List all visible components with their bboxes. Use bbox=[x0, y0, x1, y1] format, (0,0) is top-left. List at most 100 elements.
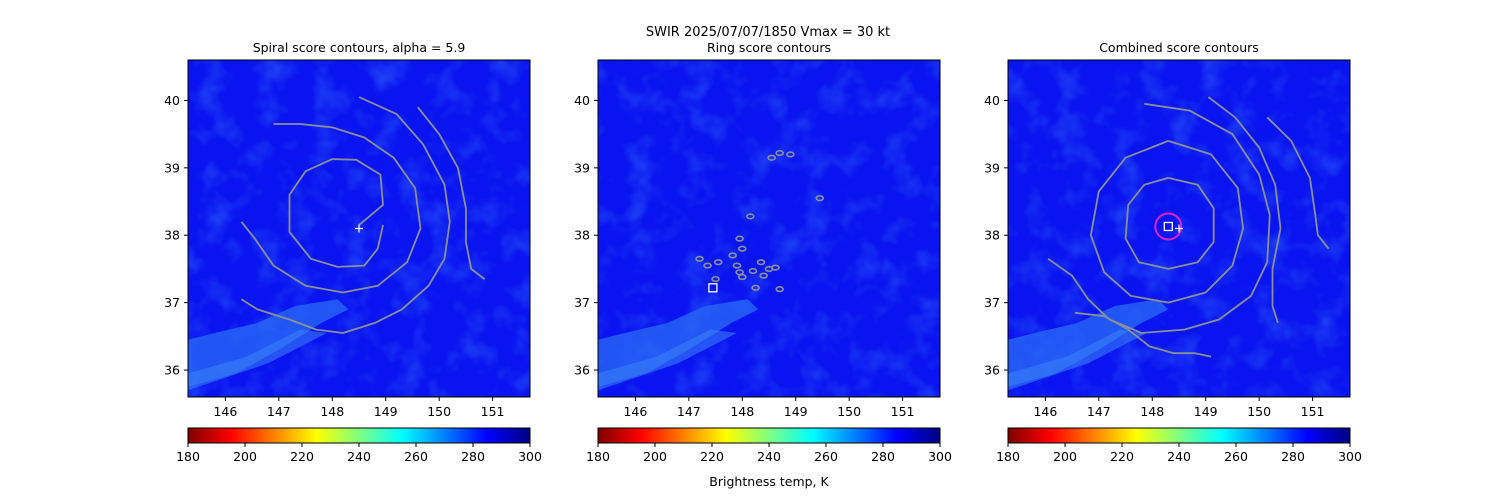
panel-title: Combined score contours bbox=[1099, 40, 1259, 55]
contour-blob bbox=[815, 195, 825, 202]
contour-line bbox=[417, 106, 486, 280]
colorbar-tick-label: 200 bbox=[643, 449, 667, 464]
x-tick-label: 146 bbox=[623, 404, 647, 419]
square-marker bbox=[708, 283, 718, 293]
contour-blob bbox=[711, 275, 720, 283]
contour-line bbox=[1207, 96, 1282, 324]
x-tick-label: 150 bbox=[1247, 404, 1271, 419]
y-tick-label: 38 bbox=[164, 228, 180, 243]
x-tick-label: 147 bbox=[677, 404, 701, 419]
axes-frame bbox=[597, 59, 941, 398]
colorbar-tick-label: 260 bbox=[404, 449, 428, 464]
contour-blob bbox=[767, 154, 776, 161]
contour-blob bbox=[713, 259, 723, 266]
panel-title: Spiral score contours, alpha = 5.9 bbox=[253, 40, 466, 55]
contour-blob bbox=[745, 213, 755, 220]
contour-line bbox=[288, 158, 384, 268]
y-tick-label: 39 bbox=[984, 160, 1000, 175]
x-tick-label: 150 bbox=[837, 404, 861, 419]
center-circle-marker bbox=[1154, 212, 1183, 241]
colorbar-tick-label: 220 bbox=[700, 449, 724, 464]
contour-blob bbox=[732, 262, 742, 269]
contour-blob bbox=[756, 259, 766, 266]
satellite-image bbox=[598, 60, 940, 397]
x-tick-label: 147 bbox=[267, 404, 291, 419]
contour-blob bbox=[759, 272, 768, 279]
contour-line bbox=[1124, 177, 1215, 270]
x-tick-label: 149 bbox=[784, 404, 808, 419]
contour-blob bbox=[751, 284, 760, 291]
contour-blob bbox=[775, 149, 784, 157]
contour-blob bbox=[771, 264, 780, 271]
panel-2: Ring score contours 146 147 148 149 150 151 36 3… bbox=[574, 40, 952, 489]
center-plus-marker bbox=[355, 224, 363, 233]
colorbar-tick-label: 220 bbox=[290, 449, 314, 464]
y-tick-label: 37 bbox=[164, 295, 180, 310]
y-tick-label: 38 bbox=[574, 228, 590, 243]
contour-blob bbox=[728, 252, 737, 259]
panel-3: Combined score contours 146 147 148 149 150 15… bbox=[984, 40, 1362, 464]
contour-blob bbox=[737, 273, 747, 281]
y-tick-label: 39 bbox=[164, 160, 180, 175]
colorbar-tick-label: 240 bbox=[757, 449, 781, 464]
colorbar-tick-label: 220 bbox=[1110, 449, 1134, 464]
contour-blob bbox=[737, 245, 747, 252]
colorbar-tick-label: 240 bbox=[347, 449, 371, 464]
x-tick-label: 146 bbox=[213, 404, 237, 419]
y-tick-label: 40 bbox=[574, 93, 590, 108]
colorbar-tick-label: 260 bbox=[1224, 449, 1248, 464]
y-tick-label: 40 bbox=[164, 93, 180, 108]
colorbar-tick-label: 200 bbox=[1053, 449, 1077, 464]
contour-blob bbox=[695, 255, 704, 262]
x-tick-label: 147 bbox=[1087, 404, 1111, 419]
x-tick-label: 151 bbox=[891, 404, 915, 419]
y-tick-label: 36 bbox=[984, 363, 1000, 378]
colorbar-tick-label: 200 bbox=[233, 449, 257, 464]
y-tick-label: 37 bbox=[574, 295, 590, 310]
cloud-band-bright bbox=[188, 329, 327, 391]
colorbar-tick-label: 280 bbox=[871, 449, 895, 464]
colorbar-tick-label: 300 bbox=[1338, 449, 1362, 464]
x-tick-label: 151 bbox=[1301, 404, 1325, 419]
contour-line bbox=[1089, 140, 1244, 304]
colorbar-tick-label: 300 bbox=[518, 449, 542, 464]
colorbar-tick-label: 180 bbox=[586, 449, 610, 464]
x-tick-label: 148 bbox=[730, 404, 754, 419]
x-tick-label: 149 bbox=[1194, 404, 1218, 419]
x-tick-label: 146 bbox=[1033, 404, 1057, 419]
contour-blob bbox=[735, 235, 744, 242]
contour-line bbox=[240, 123, 422, 294]
contour-blob bbox=[748, 267, 758, 275]
square-marker bbox=[1163, 221, 1173, 232]
panel-title: Ring score contours bbox=[707, 40, 831, 55]
x-tick-label: 150 bbox=[427, 404, 451, 419]
colorbar-tick-label: 240 bbox=[1167, 449, 1191, 464]
y-tick-label: 38 bbox=[984, 228, 1000, 243]
center-plus-marker bbox=[1175, 224, 1183, 233]
contour-line bbox=[240, 96, 451, 334]
satellite-image bbox=[188, 60, 530, 397]
panel-1: Spiral score contours, alpha = 5.9 146 147… bbox=[164, 40, 542, 464]
colorbar-tick-label: 300 bbox=[928, 449, 952, 464]
y-tick-label: 36 bbox=[164, 363, 180, 378]
colorbar-label: Brightness temp, K bbox=[709, 474, 829, 489]
colorbar-tick-label: 280 bbox=[461, 449, 485, 464]
contour-line bbox=[1047, 102, 1271, 334]
x-tick-label: 148 bbox=[1140, 404, 1164, 419]
contour-line bbox=[1074, 311, 1212, 358]
contour-blob bbox=[703, 262, 712, 269]
y-tick-label: 39 bbox=[574, 160, 590, 175]
axes-frame bbox=[187, 59, 531, 398]
colorbar bbox=[1007, 427, 1351, 444]
colorbar-tick-label: 180 bbox=[176, 449, 200, 464]
colorbar bbox=[597, 427, 941, 444]
x-tick-label: 149 bbox=[374, 404, 398, 419]
y-tick-label: 36 bbox=[574, 363, 590, 378]
axes-frame bbox=[1007, 59, 1351, 398]
x-tick-label: 151 bbox=[481, 404, 505, 419]
y-tick-label: 40 bbox=[984, 93, 1000, 108]
satellite-image bbox=[1008, 60, 1350, 397]
cloud-band-bright bbox=[598, 329, 737, 391]
colorbar-tick-label: 280 bbox=[1281, 449, 1305, 464]
